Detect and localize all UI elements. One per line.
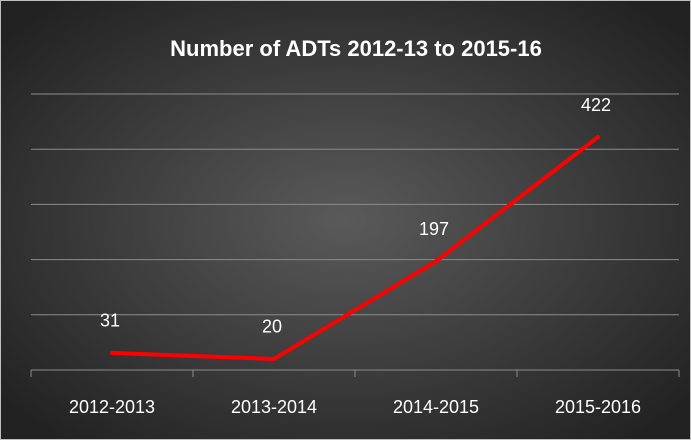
data-line: [110, 135, 600, 361]
x-tick-label: 2015-2016: [555, 397, 641, 417]
x-tick-label: 2012-2013: [69, 397, 155, 417]
data-label: 197: [419, 219, 449, 239]
x-tick-label: 2013-2014: [231, 397, 317, 417]
chart-title: Number of ADTs 2012-13 to 2015-16: [170, 36, 542, 61]
x-tick-label: 2014-2015: [393, 397, 479, 417]
data-label: 422: [581, 95, 611, 115]
data-label: 31: [100, 311, 120, 331]
data-label: 20: [262, 317, 282, 337]
